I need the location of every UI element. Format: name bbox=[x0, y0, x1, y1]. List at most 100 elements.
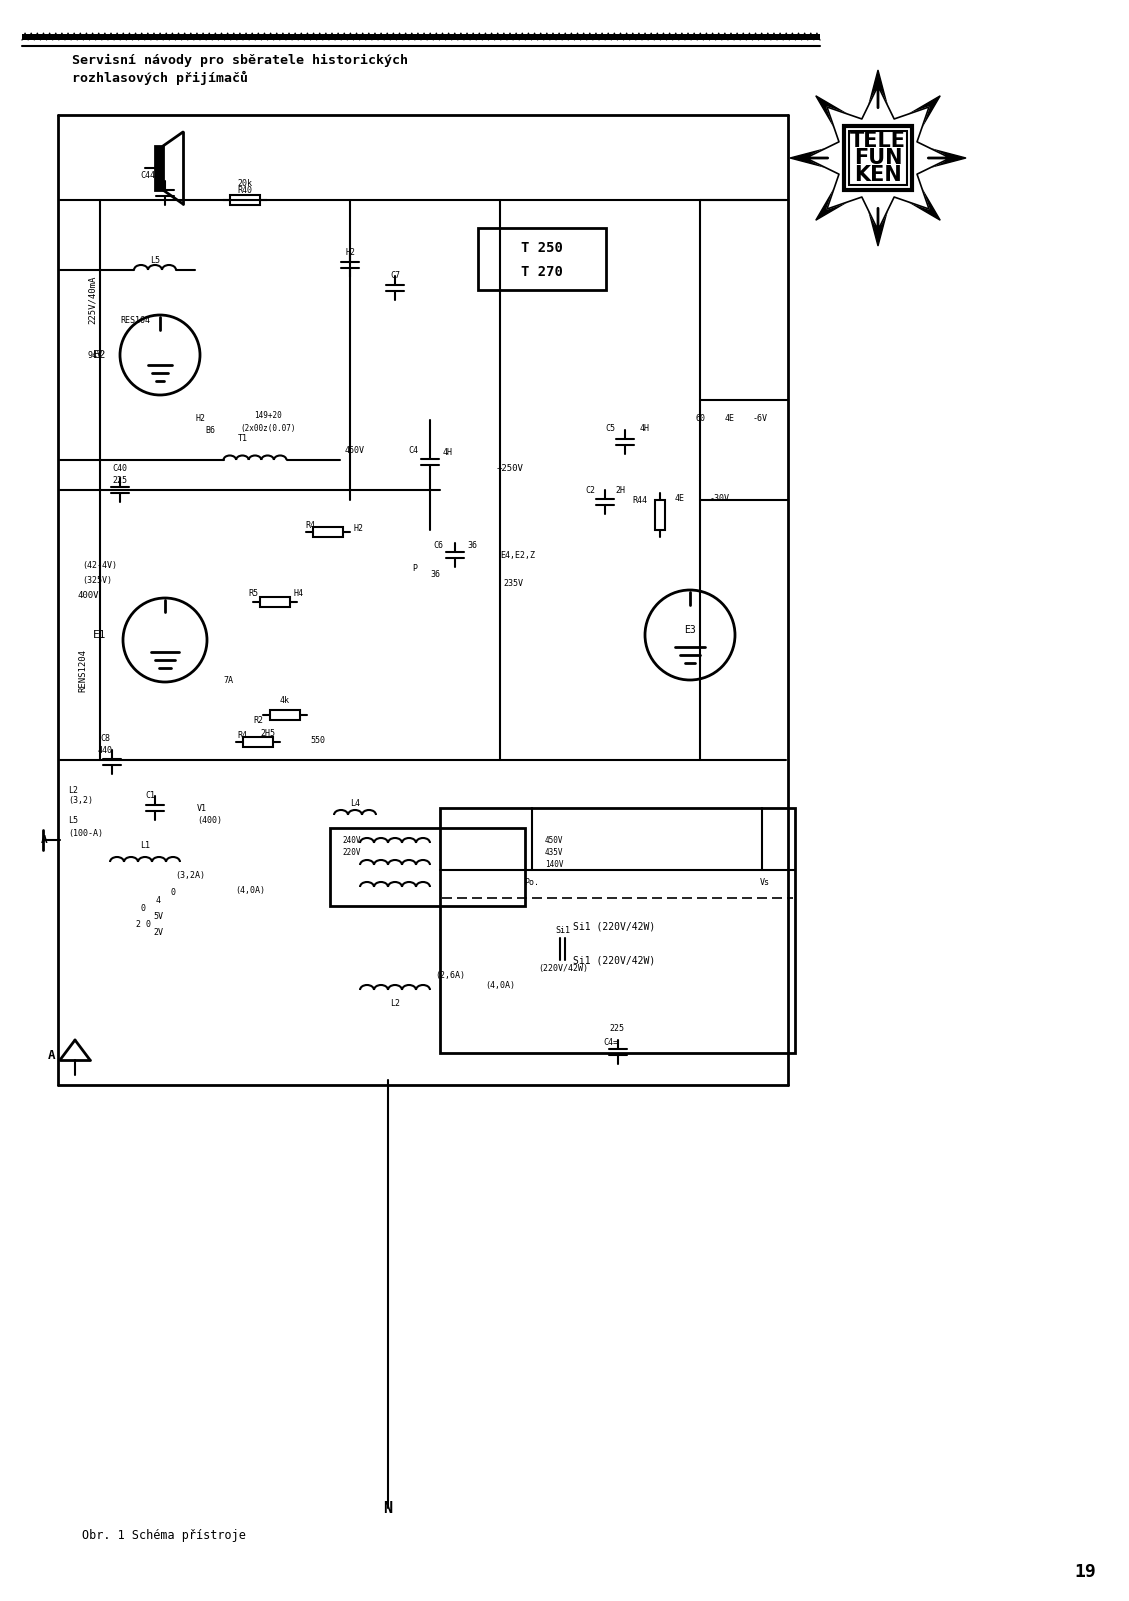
Text: 4k: 4k bbox=[280, 695, 290, 704]
Text: C2: C2 bbox=[585, 485, 595, 495]
Text: (100-A): (100-A) bbox=[68, 828, 103, 837]
Bar bbox=[849, 131, 908, 184]
Text: Po.: Po. bbox=[525, 877, 540, 887]
Text: 2H5: 2H5 bbox=[261, 728, 275, 738]
Text: E4,E2,Z: E4,E2,Z bbox=[500, 551, 535, 559]
Bar bbox=[230, 195, 260, 205]
Text: R4: R4 bbox=[237, 730, 247, 740]
Text: 0: 0 bbox=[170, 887, 175, 897]
Text: C40: C40 bbox=[112, 464, 126, 472]
Text: H4: H4 bbox=[294, 589, 303, 597]
Text: 225: 225 bbox=[112, 475, 126, 485]
Text: C5: C5 bbox=[605, 424, 615, 432]
Text: Si1: Si1 bbox=[555, 925, 570, 935]
Polygon shape bbox=[790, 70, 966, 247]
Text: 400V: 400V bbox=[78, 591, 99, 599]
Polygon shape bbox=[806, 86, 951, 231]
Text: C44: C44 bbox=[140, 170, 155, 179]
Text: H2: H2 bbox=[345, 248, 355, 256]
Text: 235V: 235V bbox=[504, 578, 523, 588]
Text: C8: C8 bbox=[100, 733, 110, 743]
Text: C1: C1 bbox=[145, 791, 155, 799]
Text: 240V: 240V bbox=[342, 836, 360, 844]
Text: (2,6A): (2,6A) bbox=[435, 970, 465, 980]
Circle shape bbox=[123, 599, 207, 682]
Text: -6V: -6V bbox=[753, 413, 768, 423]
Text: E3: E3 bbox=[684, 624, 695, 636]
Text: H2: H2 bbox=[195, 413, 205, 423]
Text: RENS1204: RENS1204 bbox=[78, 648, 87, 692]
Text: 2 0: 2 0 bbox=[135, 919, 150, 929]
Text: 2V: 2V bbox=[154, 927, 163, 937]
Circle shape bbox=[120, 315, 200, 395]
Text: 5V: 5V bbox=[154, 911, 163, 921]
Text: (400): (400) bbox=[198, 815, 222, 825]
Text: 94V: 94V bbox=[87, 351, 102, 360]
Text: C6: C6 bbox=[434, 541, 443, 549]
Text: L5: L5 bbox=[68, 815, 78, 825]
Text: R2: R2 bbox=[253, 716, 263, 725]
Text: Obr. 1 Schéma přístroje: Obr. 1 Schéma přístroje bbox=[82, 1529, 246, 1542]
Text: (220V/42W): (220V/42W) bbox=[539, 964, 588, 972]
Text: 4E: 4E bbox=[675, 493, 685, 503]
Text: 450V: 450V bbox=[545, 836, 563, 844]
Text: (4,0A): (4,0A) bbox=[485, 980, 515, 989]
Text: (3,2A): (3,2A) bbox=[175, 871, 205, 879]
Text: 225V/40mA: 225V/40mA bbox=[88, 275, 96, 323]
Text: T1: T1 bbox=[238, 434, 248, 442]
Text: R40: R40 bbox=[237, 186, 253, 194]
Text: C7: C7 bbox=[390, 271, 400, 280]
Text: 4: 4 bbox=[156, 895, 160, 905]
Text: 20k: 20k bbox=[237, 178, 253, 187]
Text: FUN: FUN bbox=[854, 147, 902, 168]
Text: Vs: Vs bbox=[760, 877, 770, 887]
Bar bbox=[655, 500, 665, 530]
Text: 550: 550 bbox=[310, 735, 325, 744]
Text: 460V: 460V bbox=[345, 445, 365, 455]
Text: (2x00z(0.07): (2x00z(0.07) bbox=[240, 424, 296, 432]
Text: B6: B6 bbox=[205, 426, 215, 434]
Text: 19: 19 bbox=[1074, 1563, 1096, 1582]
Text: E2: E2 bbox=[94, 351, 107, 360]
Text: 7A: 7A bbox=[224, 676, 233, 685]
Text: C4=: C4= bbox=[604, 1037, 619, 1047]
Text: 149+20: 149+20 bbox=[254, 410, 282, 419]
Text: -30V: -30V bbox=[710, 493, 730, 503]
Text: R44: R44 bbox=[632, 495, 648, 504]
Circle shape bbox=[645, 591, 735, 680]
Bar bbox=[478, 227, 606, 290]
Text: 4H: 4H bbox=[640, 424, 650, 432]
Text: rozhlasových přijímačů: rozhlasových přijímačů bbox=[72, 70, 248, 85]
Text: (4,0A): (4,0A) bbox=[235, 885, 265, 895]
Text: L2: L2 bbox=[390, 999, 400, 1007]
Text: (3,2): (3,2) bbox=[68, 796, 93, 804]
Bar bbox=[21, 34, 820, 40]
Text: R5: R5 bbox=[248, 589, 259, 597]
Text: V1: V1 bbox=[196, 804, 207, 812]
Bar bbox=[243, 736, 273, 748]
Text: A: A bbox=[47, 1049, 55, 1061]
Text: KEN: KEN bbox=[855, 165, 902, 186]
Text: Si1 (220V/42W): Si1 (220V/42W) bbox=[572, 921, 655, 932]
Text: H2: H2 bbox=[353, 524, 364, 533]
Text: A: A bbox=[42, 836, 49, 845]
Text: 2H: 2H bbox=[615, 485, 625, 495]
Bar bbox=[270, 709, 300, 720]
Text: 0: 0 bbox=[140, 903, 146, 913]
Text: T 250: T 250 bbox=[522, 242, 563, 255]
Text: L5: L5 bbox=[150, 256, 160, 264]
Text: 36: 36 bbox=[467, 541, 476, 549]
Text: L4: L4 bbox=[350, 799, 360, 807]
Bar bbox=[260, 597, 290, 607]
Text: E1: E1 bbox=[94, 631, 107, 640]
Text: TELE: TELE bbox=[850, 131, 905, 150]
Text: R4: R4 bbox=[305, 520, 315, 530]
Text: 220V: 220V bbox=[342, 847, 360, 857]
Text: 4H: 4H bbox=[443, 448, 453, 456]
Text: 60: 60 bbox=[695, 413, 704, 423]
Bar bbox=[330, 828, 525, 906]
Text: Si1 (220V/42W): Si1 (220V/42W) bbox=[572, 956, 655, 965]
Bar bbox=[155, 146, 163, 191]
Text: Servisní návody pro sběratele historických: Servisní návody pro sběratele historický… bbox=[72, 53, 408, 67]
Text: (325V): (325V) bbox=[82, 575, 112, 584]
